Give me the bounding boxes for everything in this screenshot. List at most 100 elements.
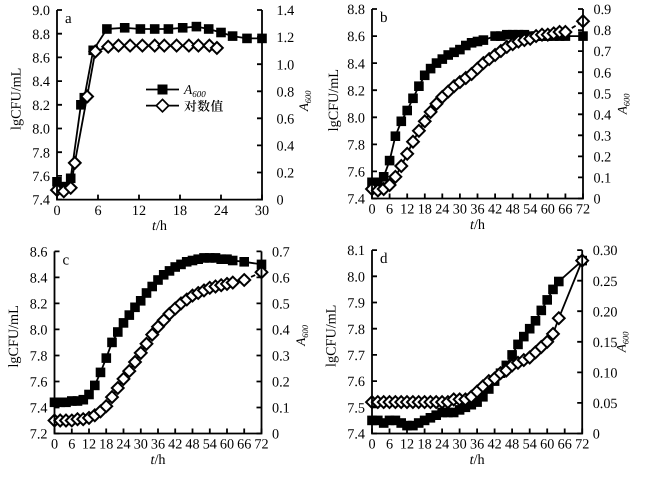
svg-text:0.2: 0.2 <box>594 150 612 166</box>
svg-text:60: 60 <box>220 437 234 453</box>
svg-text:7.6: 7.6 <box>30 375 48 391</box>
svg-text:12: 12 <box>400 202 414 218</box>
svg-text:8.1: 8.1 <box>347 243 365 259</box>
svg-text:0.1: 0.1 <box>272 401 290 417</box>
svg-text:0.4: 0.4 <box>277 139 295 155</box>
svg-text:30: 30 <box>134 437 148 453</box>
svg-text:0.4: 0.4 <box>272 323 290 339</box>
svg-text:18: 18 <box>418 202 432 218</box>
svg-text:lgCFU/mL: lgCFU/mL <box>326 69 342 131</box>
svg-text:48: 48 <box>506 202 520 218</box>
svg-text:8.2: 8.2 <box>30 297 48 313</box>
svg-text:0.05: 0.05 <box>593 396 618 412</box>
svg-text:8.4: 8.4 <box>30 271 48 287</box>
svg-text:lgCFU/mL: lgCFU/mL <box>324 305 340 367</box>
svg-text:36: 36 <box>470 202 484 218</box>
svg-text:7.8: 7.8 <box>30 349 48 365</box>
svg-text:24: 24 <box>214 203 228 219</box>
svg-text:7.6: 7.6 <box>32 169 50 185</box>
svg-text:12: 12 <box>82 437 96 453</box>
svg-text:lgCFU/mL: lgCFU/mL <box>6 305 22 367</box>
svg-text:7.4: 7.4 <box>32 193 50 209</box>
svg-text:a: a <box>65 11 72 27</box>
svg-text:t/h: t/h <box>470 452 485 468</box>
svg-text:36: 36 <box>151 437 165 453</box>
svg-text:0: 0 <box>593 427 600 443</box>
svg-text:1.0: 1.0 <box>277 57 295 73</box>
svg-text:24: 24 <box>116 437 130 453</box>
svg-text:b: b <box>380 10 388 26</box>
svg-text:0.2: 0.2 <box>277 166 295 182</box>
svg-text:1.2: 1.2 <box>277 30 295 46</box>
svg-text:24: 24 <box>435 437 449 453</box>
svg-text:0: 0 <box>368 202 375 218</box>
svg-text:0.3: 0.3 <box>594 128 612 144</box>
svg-text:0: 0 <box>53 203 60 219</box>
svg-text:30: 30 <box>453 437 467 453</box>
svg-text:8.8: 8.8 <box>347 2 365 18</box>
svg-text:0.6: 0.6 <box>594 65 612 81</box>
svg-text:60: 60 <box>540 437 554 453</box>
svg-text:7.5: 7.5 <box>347 400 365 416</box>
svg-text:42: 42 <box>488 437 502 453</box>
svg-text:36: 36 <box>470 437 484 453</box>
svg-text:6: 6 <box>386 202 393 218</box>
svg-text:12: 12 <box>132 203 146 219</box>
svg-text:30: 30 <box>453 202 467 218</box>
svg-text:66: 66 <box>558 437 572 453</box>
svg-text:lgCFU/mL: lgCFU/mL <box>9 68 25 130</box>
svg-text:7.4: 7.4 <box>30 401 48 417</box>
svg-text:7.7: 7.7 <box>347 348 365 364</box>
svg-text:24: 24 <box>435 202 449 218</box>
svg-text:7.8: 7.8 <box>347 138 365 154</box>
svg-text:54: 54 <box>523 202 537 218</box>
svg-text:0.1: 0.1 <box>594 171 612 187</box>
svg-text:0.10: 0.10 <box>593 366 618 382</box>
svg-text:0.2: 0.2 <box>272 375 290 391</box>
svg-text:72: 72 <box>254 437 268 453</box>
svg-text:c: c <box>63 252 70 268</box>
svg-text:8.6: 8.6 <box>347 29 365 45</box>
svg-text:7.8: 7.8 <box>32 145 50 161</box>
svg-text:7.2: 7.2 <box>30 427 48 443</box>
svg-text:0.25: 0.25 <box>593 274 618 290</box>
svg-text:18: 18 <box>173 203 187 219</box>
svg-text:8.0: 8.0 <box>30 323 48 339</box>
svg-text:42: 42 <box>168 437 182 453</box>
svg-text:0.9: 0.9 <box>594 2 612 18</box>
svg-text:0.7: 0.7 <box>272 245 290 261</box>
svg-text:54: 54 <box>203 437 217 453</box>
svg-text:0.5: 0.5 <box>272 297 290 313</box>
svg-text:0.8: 0.8 <box>594 23 612 39</box>
svg-text:0.6: 0.6 <box>272 271 290 287</box>
svg-text:t/h: t/h <box>152 218 167 234</box>
svg-text:1.4: 1.4 <box>277 3 295 19</box>
svg-text:8.0: 8.0 <box>32 122 50 138</box>
svg-text:0: 0 <box>277 193 284 209</box>
svg-text:0: 0 <box>51 437 58 453</box>
svg-text:d: d <box>380 251 388 267</box>
svg-text:0.30: 0.30 <box>593 243 618 259</box>
svg-text:7.4: 7.4 <box>347 192 365 208</box>
svg-text:18: 18 <box>99 437 113 453</box>
svg-text:12: 12 <box>400 437 414 453</box>
svg-text:8.8: 8.8 <box>32 27 50 43</box>
svg-text:7.6: 7.6 <box>347 374 365 390</box>
svg-text:8.0: 8.0 <box>347 110 365 126</box>
svg-text:72: 72 <box>575 437 589 453</box>
svg-text:6: 6 <box>68 437 75 453</box>
svg-text:6: 6 <box>94 203 101 219</box>
svg-text:7.4: 7.4 <box>347 427 365 443</box>
svg-text:30: 30 <box>255 203 269 219</box>
svg-text:0.8: 0.8 <box>277 84 295 100</box>
svg-text:7.6: 7.6 <box>347 165 365 181</box>
svg-text:42: 42 <box>488 202 502 218</box>
svg-text:18: 18 <box>418 437 432 453</box>
svg-text:0.7: 0.7 <box>594 44 612 60</box>
svg-text:t/h: t/h <box>470 217 485 233</box>
svg-text:7.9: 7.9 <box>347 296 365 312</box>
svg-text:t/h: t/h <box>151 452 166 468</box>
svg-text:0: 0 <box>368 437 375 453</box>
svg-text:0.4: 0.4 <box>594 107 612 123</box>
svg-text:8.6: 8.6 <box>30 245 48 261</box>
